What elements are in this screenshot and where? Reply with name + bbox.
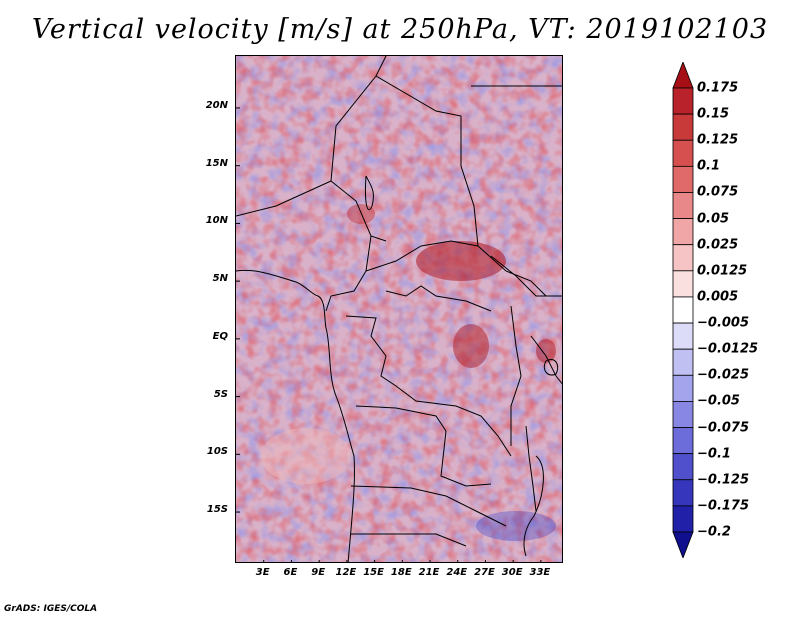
colorbar-label: −0.05: [697, 393, 740, 409]
longitude-label: 15E: [363, 567, 384, 578]
chart-title: Vertical velocity [m/s] at 250hPa, VT: 2…: [31, 14, 769, 45]
congo-gabon-boundary: [345, 315, 397, 387]
colorbar-segment: [672, 322, 694, 350]
ascent-core-north: [347, 204, 375, 224]
east-africa-boundary: [530, 335, 562, 385]
longitude-label: 6E: [283, 567, 298, 578]
colorbar-segment: [672, 270, 694, 298]
lake-tanganyika: [525, 425, 537, 512]
longitude-label: 9E: [311, 567, 326, 578]
colorbar-label: 0.1: [697, 158, 721, 174]
colorbar-label: −0.125: [697, 472, 750, 488]
latitude-label: 10S: [206, 446, 228, 458]
lake-victoria: [543, 359, 559, 376]
field-ascent-pattern: [236, 56, 562, 562]
grads-credit: GrADS: IGES/COLA: [4, 604, 98, 614]
namibia-boundary: [350, 485, 507, 527]
colorbar-segment: [672, 348, 694, 376]
libya-sudan-boundary: [375, 75, 479, 247]
axis-ticks: [236, 107, 542, 562]
colorbar-label: 0.005: [697, 289, 739, 305]
latitude-label: 5N: [212, 273, 228, 285]
longitude-label: 12E: [335, 567, 357, 578]
ascent-core-congo-basin: [453, 324, 489, 368]
latitude-label: 5S: [213, 388, 228, 400]
longitude-label: 3E: [255, 567, 270, 578]
sahara-boundary-west: [236, 56, 387, 217]
colorbar-segment: [672, 453, 694, 481]
colorbar-label: 0.05: [697, 211, 730, 227]
latitude-label: 15S: [206, 504, 228, 516]
angola-boundary: [355, 405, 492, 487]
descent-core-south: [476, 511, 556, 541]
latitude-label: 20N: [205, 99, 228, 111]
colorbar-label: 0.0125: [697, 263, 748, 279]
chad-cameroon-boundary: [325, 235, 372, 312]
colorbar-label: −0.075: [697, 420, 750, 436]
mozambique-boundary: [523, 455, 544, 557]
map-plot-area: [235, 55, 563, 563]
colorbar-label: −0.025: [697, 367, 750, 383]
lake-chad: [365, 175, 374, 211]
latitude-label: EQ: [212, 330, 228, 342]
colorbar-label: −0.0125: [697, 341, 759, 357]
colorbar-label: −0.005: [697, 315, 750, 331]
ethiopia-boundary: [490, 255, 562, 297]
rift-boundary: [510, 305, 522, 446]
latitude-label: 15N: [205, 157, 228, 169]
longitude-label: 21E: [418, 567, 440, 578]
atlantic-coastline: [236, 269, 355, 562]
colorbar-label: −0.2: [697, 524, 731, 540]
ascent-core-east: [536, 339, 556, 363]
colorbar-label: −0.175: [697, 498, 750, 514]
colorbar: [672, 62, 694, 558]
niger-chad-boundary: [330, 180, 387, 242]
colorbar-label: 0.025: [697, 237, 739, 253]
colorbar-segment: [672, 427, 694, 455]
longitude-label: 33E: [529, 567, 551, 578]
longitude-label: 30E: [501, 567, 523, 578]
drc-south-boundary: [395, 385, 512, 457]
colorbar-segment: [672, 296, 694, 324]
colorbar-segment: [672, 374, 694, 402]
colorbar-top-arrow: [672, 62, 694, 89]
colorbar-segment: [672, 165, 694, 193]
weak-ascent-south-atlantic: [261, 428, 351, 484]
colorbar-bottom-arrow: [672, 531, 694, 558]
colorbar-label: 0.125: [697, 132, 739, 148]
colorbar-label: 0.15: [697, 106, 730, 122]
colorbar-segment: [672, 113, 694, 141]
longitude-label: 27E: [474, 567, 495, 578]
car-boundary: [365, 240, 547, 297]
colorbar-segment: [672, 401, 694, 428]
car-congo-boundary: [385, 285, 492, 312]
colorbar-label: −0.1: [697, 446, 731, 462]
ascent-core-central-african: [416, 241, 506, 281]
colorbar-label: 0.175: [697, 80, 739, 96]
latitude-label: 10N: [205, 215, 228, 227]
longitude-label: 24E: [446, 567, 468, 578]
colorbar-segment: [672, 505, 694, 533]
colorbar-segment: [672, 87, 694, 115]
colorbar-segment: [672, 218, 694, 246]
vertical-velocity-field: [236, 56, 562, 562]
longitude-label: 18E: [390, 567, 412, 578]
colorbar-segment: [672, 139, 694, 167]
colorbar-label: 0.075: [697, 184, 739, 200]
colorbar-segment: [672, 479, 694, 507]
boundaries-layer: [236, 56, 562, 562]
southern-boundary: [351, 533, 467, 547]
colorbar-segment: [672, 244, 694, 272]
colorbar-segment: [672, 192, 694, 219]
